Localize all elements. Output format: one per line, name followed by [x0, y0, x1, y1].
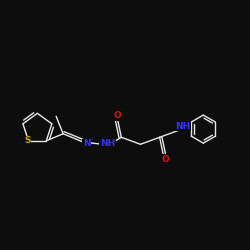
Text: O: O — [162, 155, 169, 164]
Text: N: N — [83, 139, 90, 148]
Text: S: S — [24, 136, 30, 145]
Text: NH: NH — [175, 122, 190, 130]
Text: O: O — [114, 111, 122, 120]
Text: NH: NH — [100, 139, 115, 148]
